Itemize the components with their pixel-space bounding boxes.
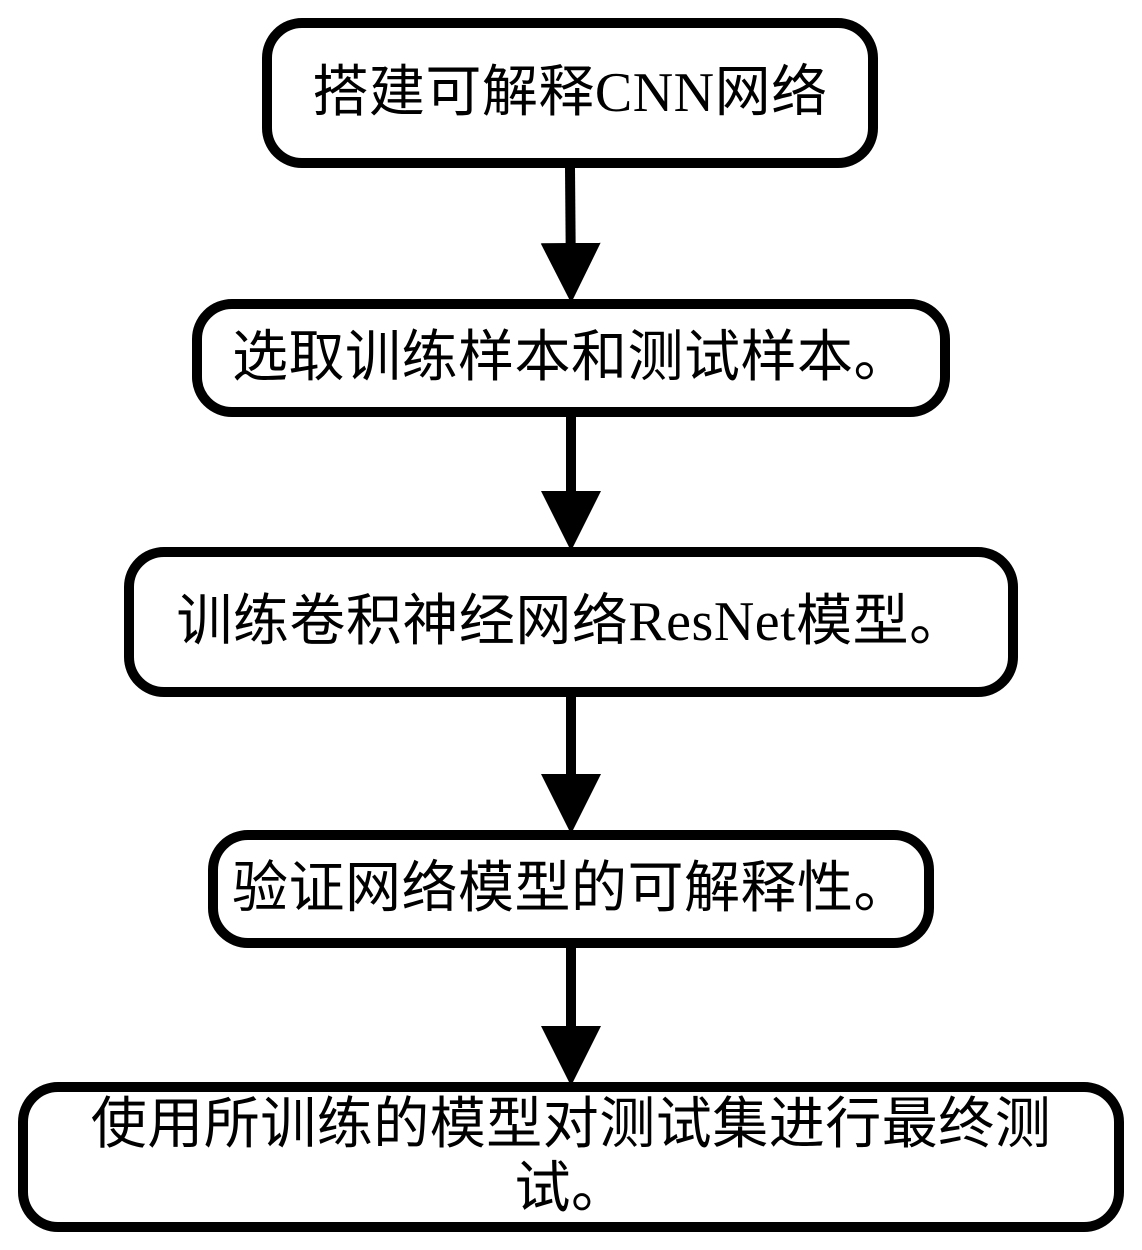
node-label: 训练卷积神经网络ResNet模型。 <box>176 590 965 654</box>
flowchart-canvas: 搭建可解释CNN网络 选取训练样本和测试样本。 训练卷积神经网络ResNet模型… <box>0 0 1142 1250</box>
flow-node-verify-interpretability: 验证网络模型的可解释性。 <box>208 830 934 948</box>
flow-node-train-resnet: 训练卷积神经网络ResNet模型。 <box>124 547 1018 697</box>
node-label: 验证网络模型的可解释性。 <box>232 857 910 921</box>
node-label: 选取训练样本和测试样本。 <box>232 326 910 390</box>
flow-node-build-cnn: 搭建可解释CNN网络 <box>262 18 878 168</box>
flow-node-select-samples: 选取训练样本和测试样本。 <box>192 299 950 417</box>
node-label: 搭建可解释CNN网络 <box>312 61 827 125</box>
flow-node-final-test: 使用所训练的模型对测试集进行最终测试。 <box>18 1082 1124 1232</box>
node-label: 使用所训练的模型对测试集进行最终测试。 <box>42 1093 1100 1222</box>
